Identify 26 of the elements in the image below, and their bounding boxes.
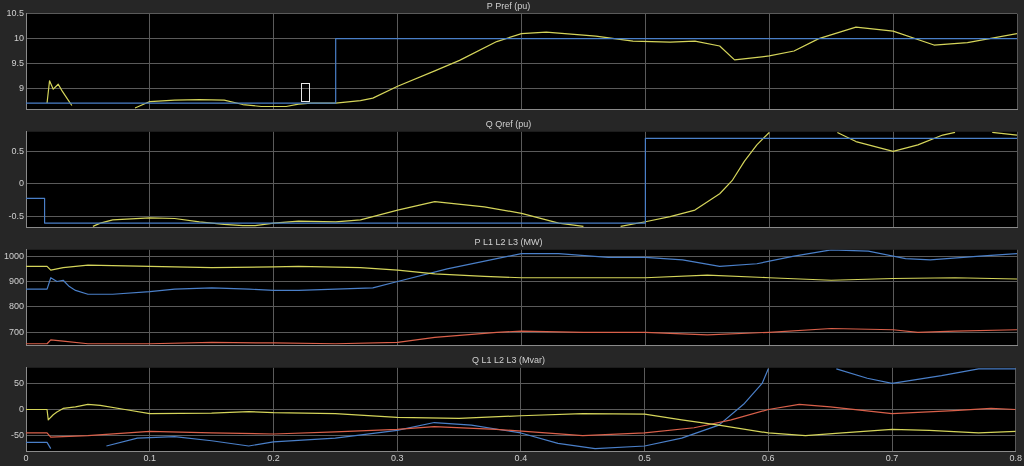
chart-title: Q L1 L2 L3 (Mvar) [471, 354, 546, 365]
x-tick-label: 0.5 [638, 453, 651, 464]
x-tick-label: 0.7 [885, 453, 899, 464]
y-tick-label: 50 [13, 377, 24, 388]
y-tick-label: 700 [8, 326, 24, 337]
y-tick-label: 10.5 [6, 8, 24, 19]
x-tick-label: 0.6 [762, 453, 775, 464]
y-tick-label: -0.5 [8, 211, 24, 222]
y-tick-label: 0 [18, 178, 24, 189]
y-tick-label: 1000 [3, 250, 24, 261]
y-tick-label: 9.5 [11, 57, 24, 68]
x-tick-label: 0.4 [514, 453, 528, 464]
y-tick-label: 9 [18, 82, 24, 93]
y-tick-label: 0 [18, 403, 24, 414]
y-tick-label: 10 [13, 33, 24, 44]
y-tick-label: 0.5 [11, 145, 24, 156]
y-tick-label: 900 [8, 276, 24, 287]
chart-title: P Pref (pu) [486, 0, 531, 11]
y-tick-label: -50 [10, 430, 24, 441]
x-tick-label: 0.1 [143, 453, 156, 464]
y-tick-label: 800 [8, 301, 24, 312]
chart-title: P L1 L2 L3 (MW) [474, 236, 543, 247]
chart-title: Q Qref (pu) [485, 118, 532, 129]
x-tick-label: 0.8 [1009, 453, 1022, 464]
x-tick-label: 0.2 [267, 453, 280, 464]
x-tick-label: 0.3 [390, 453, 404, 464]
